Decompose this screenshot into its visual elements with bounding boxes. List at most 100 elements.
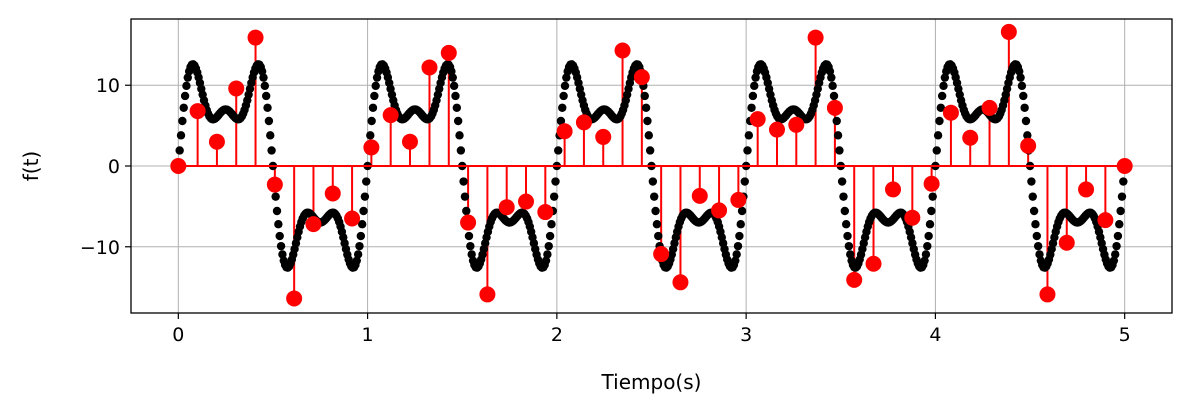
stem-marker: [865, 255, 882, 272]
y-tick-label: −10: [80, 237, 120, 259]
signal-dot: [1016, 73, 1025, 82]
stem-marker: [1020, 137, 1037, 154]
signal-dot: [839, 192, 848, 201]
signal-dot: [825, 67, 835, 76]
signal-dot: [651, 206, 660, 216]
signal-dot: [1115, 220, 1124, 229]
signal-dot: [359, 206, 368, 216]
signal-dot: [352, 256, 361, 265]
signal-dot: [840, 206, 850, 216]
signal-dot: [459, 177, 468, 186]
signal-dot: [547, 220, 556, 229]
stem-marker: [286, 290, 303, 307]
signal-dot: [556, 116, 566, 126]
stem-marker: [1078, 181, 1095, 198]
signal-dot: [736, 220, 745, 229]
signal-dot: [740, 177, 749, 186]
signal-dot: [259, 73, 268, 82]
signal-dot: [367, 116, 376, 126]
signal-dot: [560, 81, 570, 91]
y-tick-label: 0: [108, 156, 120, 178]
stem-marker: [788, 116, 805, 133]
signal-dot: [453, 116, 463, 126]
y-axis-label: f(t): [19, 151, 43, 182]
signal-dot: [648, 177, 658, 186]
signal-dot: [835, 146, 844, 155]
signal-dot: [562, 73, 571, 82]
stem-marker: [653, 246, 670, 263]
signal-dot: [276, 241, 286, 251]
signal-dot: [928, 192, 937, 201]
signal-dot: [278, 250, 287, 259]
signal-dot: [467, 250, 476, 259]
stem-marker: [228, 80, 245, 97]
signal-dot: [1119, 177, 1128, 186]
signal-dot: [261, 91, 271, 101]
signal-dot: [1015, 67, 1024, 76]
signal-dot: [747, 103, 756, 112]
signal-dot: [645, 146, 655, 155]
signal-dot: [744, 131, 754, 140]
signal-dot: [733, 241, 743, 251]
signal-dot: [640, 91, 649, 101]
x-axis-label: Tiempo(s): [601, 370, 702, 394]
signal-dot: [360, 192, 370, 201]
signal-dot: [353, 250, 363, 259]
signal-dot: [935, 116, 944, 126]
signal-dot: [175, 146, 184, 155]
signal-dot: [263, 103, 272, 112]
signal-dot: [1028, 192, 1037, 201]
signal-dot: [827, 73, 836, 82]
signal-dot: [735, 231, 744, 241]
signal-dot: [731, 256, 740, 265]
signal-dot: [448, 73, 457, 82]
signal-dot: [1113, 231, 1123, 241]
signal-dot: [1019, 91, 1028, 101]
stem-marker: [711, 202, 728, 219]
stem-marker: [421, 59, 438, 76]
stem-marker: [807, 29, 824, 46]
signal-dot: [366, 131, 375, 140]
stem-marker: [768, 121, 785, 138]
signal-dot: [1111, 250, 1120, 259]
signal-dot: [1116, 206, 1125, 216]
stem-marker: [170, 158, 187, 174]
signal-dot: [1117, 192, 1127, 201]
signal-dot: [1112, 241, 1121, 251]
signal-dot: [462, 206, 471, 216]
stem-marker: [1039, 286, 1056, 303]
stem-marker: [518, 193, 535, 210]
signal-dot: [748, 91, 758, 101]
signal-dot: [466, 241, 475, 251]
signal-dot: [643, 116, 652, 126]
y-tick-label: 10: [96, 75, 120, 97]
signal-dot: [924, 231, 933, 241]
signal-dot: [449, 81, 459, 91]
stem-marker: [266, 176, 283, 193]
stem-marker: [498, 199, 515, 216]
signal-dot: [183, 73, 192, 82]
stem-marker: [401, 133, 418, 150]
signal-dot: [176, 131, 186, 140]
signal-dot: [937, 91, 947, 101]
signal-dot: [1109, 256, 1119, 265]
signal-dot: [737, 206, 747, 216]
signal-dot: [832, 116, 841, 126]
signal-dot: [932, 146, 941, 155]
signal-dot: [541, 256, 551, 265]
stem-marker: [904, 209, 921, 226]
signal-dot: [936, 103, 946, 112]
stem-marker: [247, 29, 264, 46]
signal-dot: [844, 241, 854, 251]
signal-dot: [559, 91, 568, 101]
stem-marker: [942, 104, 959, 121]
signal-dot: [551, 177, 560, 186]
signal-dot: [920, 256, 929, 265]
stem-marker: [1116, 158, 1133, 174]
signal-dot: [1021, 116, 1031, 126]
stem-marker: [1058, 234, 1075, 251]
signal-dot: [644, 131, 653, 140]
x-tick-label: 5: [1119, 324, 1131, 346]
signal-dot: [939, 81, 948, 91]
